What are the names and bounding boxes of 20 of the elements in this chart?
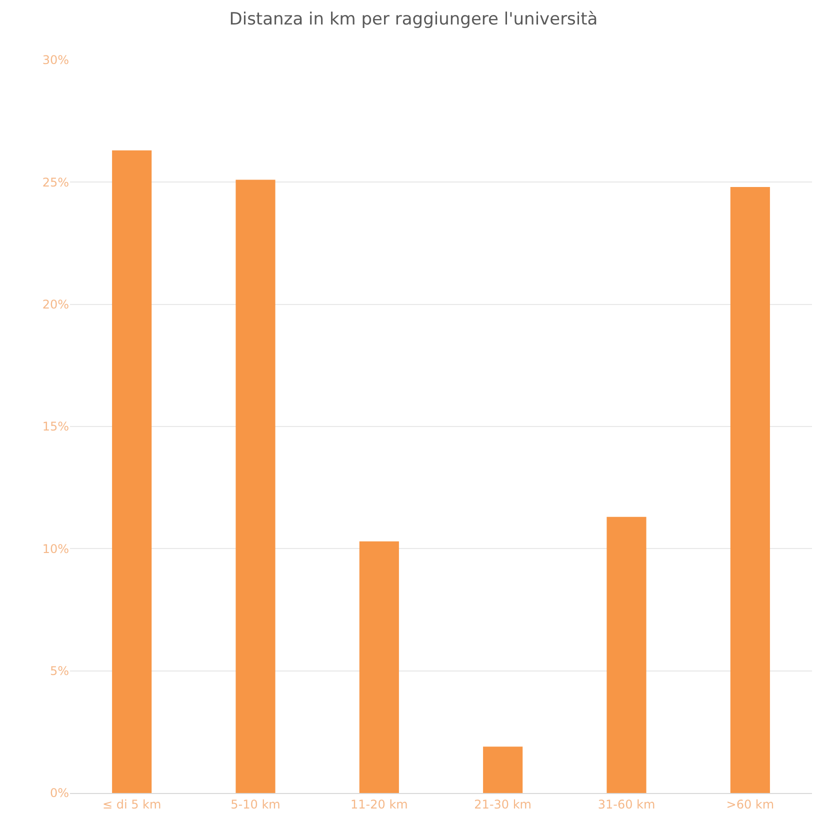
bar [606,516,646,793]
y-tick-label: 30% [42,53,69,68]
bar [483,746,523,793]
y-tick-label: 15% [42,420,69,434]
bar [236,180,276,793]
x-tick-label: ≤ di 5 km [102,797,162,812]
y-tick-label: 0% [50,786,69,800]
x-tick-label: 5-10 km [230,797,280,812]
y-tick-label: 20% [42,298,69,312]
bar [112,150,152,793]
y-tick-label: 10% [42,542,69,556]
chart-title: Distanza in km per raggiungere l'università [229,9,598,30]
x-tick-label: 21-30 km [474,797,532,812]
y-tick-label: 25% [42,175,69,190]
y-tick-label: 5% [50,664,69,678]
x-tick-label: >60 km [726,797,774,812]
bar [359,541,399,793]
x-tick-label: 11-20 km [350,797,408,812]
x-tick-label: 31-60 km [598,797,656,812]
bar [730,187,770,793]
